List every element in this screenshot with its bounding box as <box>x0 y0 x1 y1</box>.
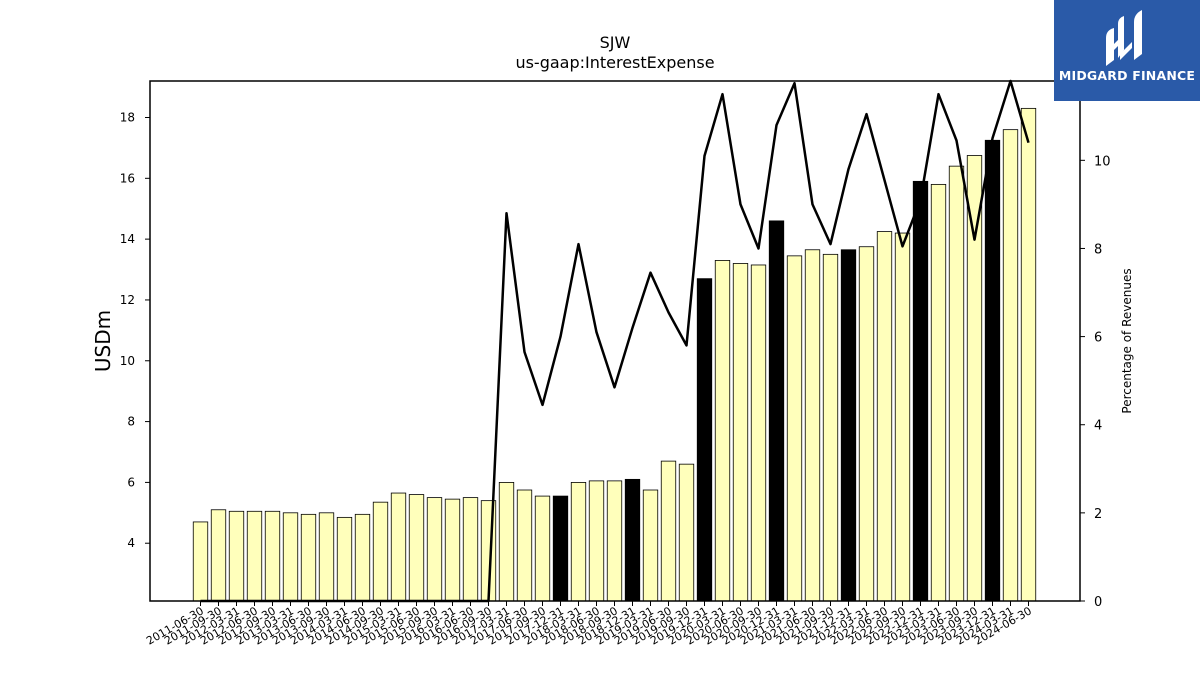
bar-2020-06-30 <box>732 263 749 602</box>
y-tick-label: 14 <box>120 232 135 246</box>
y-tick-label: 18 <box>120 110 135 124</box>
bar-2013-06-30 <box>300 513 317 602</box>
bar-2014-09-30 <box>372 501 389 602</box>
bar-2023-03-31 <box>930 183 947 602</box>
y-tick-label: 4 <box>127 536 135 550</box>
bar-2015-03-31 <box>390 492 407 602</box>
bar-2023-12-31 <box>984 139 1001 602</box>
bar-2018-09-30 <box>606 480 623 602</box>
bar-2011-09-30 <box>210 509 227 602</box>
bar-2014-03-31 <box>336 516 353 602</box>
bar-2015-09-30 <box>426 497 443 602</box>
y2-tick-label: 6 <box>1094 331 1102 346</box>
bar-2019-09-30 <box>678 463 695 602</box>
bar-2018-06-30 <box>588 480 605 602</box>
midgard-finance-logo: MIDGARD FINANCE <box>1054 0 1200 101</box>
bar-series <box>192 107 1037 602</box>
bar-2012-06-30 <box>246 510 263 602</box>
bar-2020-09-30 <box>750 264 767 602</box>
y-axis-label: USDm <box>91 310 115 372</box>
bar-2012-09-30 <box>264 510 281 602</box>
bar-2017-12-31 <box>552 495 569 602</box>
bar-2016-03-31 <box>444 498 461 602</box>
bar-2021-12-31 <box>840 249 857 602</box>
y2-tick-label: 2 <box>1094 507 1102 522</box>
bar-2020-03-31 <box>714 260 731 602</box>
y2-tick-label: 0 <box>1094 595 1102 610</box>
y2-axis-label: Percentage of Revenues <box>1120 268 1134 413</box>
bar-2023-09-30 <box>966 155 983 602</box>
y-tick-label: 12 <box>120 293 135 307</box>
y-tick-label: 6 <box>127 475 135 489</box>
bar-2018-12-31 <box>624 478 641 602</box>
bar-2011-06-30 <box>192 521 209 602</box>
y2-tick-label: 8 <box>1094 242 1102 257</box>
bar-2014-06-30 <box>354 513 371 602</box>
y-tick-label: 10 <box>120 354 135 368</box>
bar-2021-03-31 <box>786 255 803 602</box>
bar-2021-09-30 <box>822 253 839 602</box>
bar-2020-12-31 <box>768 220 785 602</box>
bar-2024-06-30 <box>1020 107 1037 602</box>
bar-2012-03-31 <box>228 510 245 602</box>
bar-2017-03-31 <box>498 482 515 602</box>
bar-2015-06-30 <box>408 494 425 602</box>
y-tick-label: 16 <box>120 171 135 185</box>
bar-2021-06-30 <box>804 249 821 602</box>
bar-2019-03-31 <box>642 489 659 602</box>
chart-subtitle: us-gaap:InterestExpense <box>515 53 714 72</box>
bar-2017-09-30 <box>534 495 551 602</box>
bar-2022-12-31 <box>912 180 929 602</box>
logo-text: MIDGARD FINANCE <box>1058 68 1196 83</box>
bar-2016-06-30 <box>462 497 479 602</box>
y2-tick-label: 4 <box>1094 419 1102 434</box>
logo-mark-icon <box>1106 10 1142 66</box>
y-tick-label: 8 <box>127 415 135 429</box>
y-axis-right: 0 2 4 6 8 10 <box>1080 154 1111 610</box>
chart-title: SJW <box>600 33 631 52</box>
bar-2022-06-30 <box>876 231 893 602</box>
bar-2022-09-30 <box>894 232 911 602</box>
bar-2013-03-31 <box>282 512 299 602</box>
bar-2019-06-30 <box>660 460 677 602</box>
bar-2018-03-31 <box>570 482 587 602</box>
y2-tick-label: 10 <box>1094 154 1111 169</box>
bar-2022-03-31 <box>858 246 875 602</box>
bar-2019-12-31 <box>696 278 713 602</box>
bar-2013-09-30 <box>318 512 335 602</box>
bar-2017-06-30 <box>516 489 533 602</box>
x-axis: 2011-06-302011-09-302012-03-312012-06-30… <box>144 601 1034 648</box>
bar-2023-06-30 <box>948 165 965 602</box>
y-axis-left: 4 6 8 10 12 14 16 18 <box>120 110 150 550</box>
bar-2024-03-31 <box>1002 129 1019 602</box>
